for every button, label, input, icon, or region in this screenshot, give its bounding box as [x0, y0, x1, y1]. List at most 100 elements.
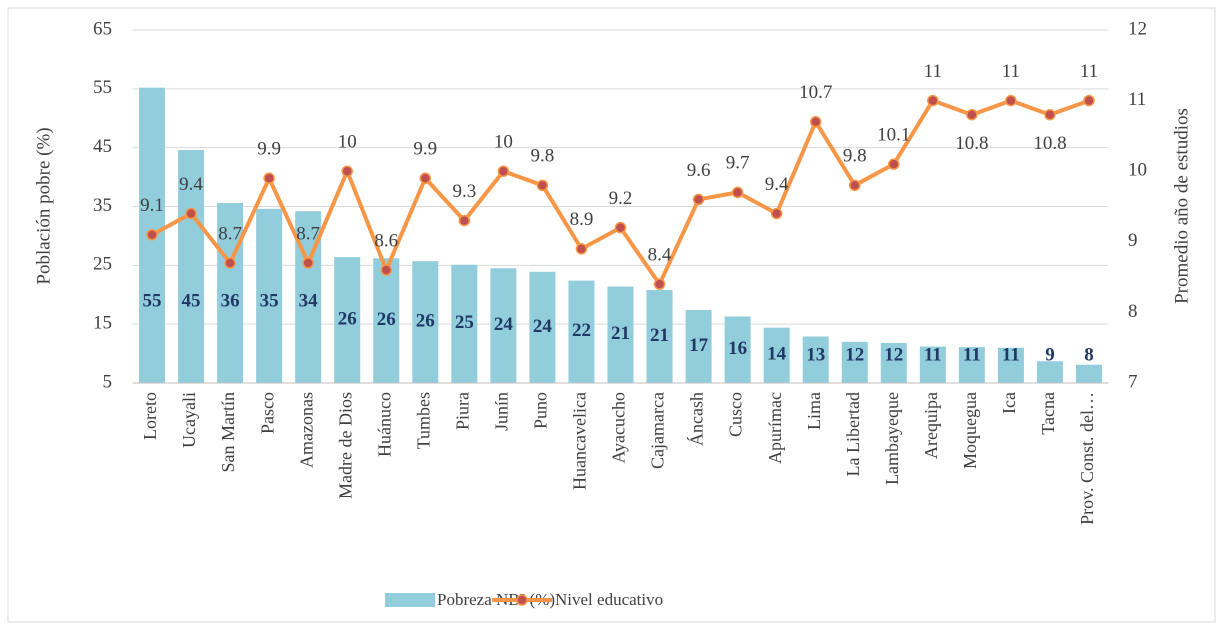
line-data-label: 8.6 — [374, 230, 398, 251]
y-tick-label: 5 — [103, 371, 113, 392]
bar — [1036, 361, 1063, 383]
bar-data-label: 26 — [416, 310, 435, 331]
x-tick-label: Loreto — [140, 392, 160, 440]
line-data-label: 9.6 — [687, 160, 711, 181]
x-tick-label: Junín — [492, 392, 512, 431]
bar — [373, 258, 400, 383]
x-tick-label: Apurímac — [765, 392, 785, 464]
line-data-label: 9.9 — [413, 139, 437, 160]
line-marker — [224, 257, 236, 269]
y2-tick-label: 10 — [1128, 160, 1147, 181]
line-marker — [263, 172, 275, 185]
line-marker — [146, 228, 158, 241]
bar-data-label: 35 — [260, 290, 279, 311]
bar — [490, 268, 517, 383]
x-tick-label: Pasco — [257, 392, 277, 434]
bar — [607, 286, 634, 383]
line-marker — [575, 243, 588, 255]
line-data-label: 9.8 — [843, 146, 867, 167]
line-marker — [731, 186, 744, 199]
bar — [334, 257, 361, 383]
bar — [919, 346, 946, 383]
bar — [178, 150, 205, 383]
x-tick-label: Huánuco — [374, 392, 394, 457]
line-data-label: 8.7 — [218, 223, 242, 244]
line-marker — [380, 264, 393, 276]
line-data-label: 10 — [338, 132, 357, 153]
bar-data-label: 16 — [728, 338, 747, 359]
bar — [1075, 364, 1102, 383]
line-marker — [1005, 94, 1017, 107]
bar — [451, 264, 478, 383]
x-tick-label: Huancavelica — [570, 392, 590, 490]
line-data-label: 10.7 — [799, 82, 832, 103]
x-tick-label: Lambayeque — [882, 392, 902, 485]
line-marker — [927, 94, 939, 107]
bar — [412, 261, 439, 383]
bar-data-label: 36 — [221, 290, 240, 311]
line-data-label: 9.7 — [726, 153, 750, 174]
x-tick-label: Piura — [452, 392, 472, 430]
line-marker — [419, 172, 432, 185]
bar-data-label: 11 — [1002, 344, 1020, 365]
line-data-label: 9.3 — [452, 181, 476, 202]
bar-data-label: 22 — [572, 320, 591, 341]
y-axis-title: Población pobre (%) — [33, 127, 54, 284]
x-tick-label: Ayacucho — [609, 392, 629, 463]
line-data-label: 9.4 — [179, 174, 203, 195]
line-marker — [848, 179, 861, 192]
line-data-label: 11 — [1080, 61, 1098, 82]
x-tick-label: Arequipa — [921, 392, 941, 459]
line-marker — [966, 108, 978, 121]
line-marker — [770, 207, 783, 220]
bar — [841, 341, 868, 383]
bar-data-label: 21 — [611, 323, 630, 344]
bar-data-label: 14 — [767, 344, 787, 365]
bar — [802, 336, 829, 383]
line-marker — [1083, 94, 1095, 107]
y-tick-label: 65 — [93, 18, 112, 39]
x-tick-label: Madre de Dios — [335, 392, 355, 499]
line-marker — [536, 179, 549, 192]
line-data-label: 11 — [924, 61, 942, 82]
bar-data-label: 8 — [1084, 344, 1094, 365]
x-tick-label: Amazonas — [296, 392, 316, 468]
line-marker — [497, 165, 510, 177]
y-tick-label: 25 — [93, 254, 112, 275]
bar — [568, 280, 595, 383]
bar — [958, 347, 985, 383]
y2-tick-label: 9 — [1128, 230, 1138, 251]
line-data-label: 10.1 — [877, 124, 910, 145]
x-tick-label: Áncash — [686, 392, 707, 446]
bar — [724, 316, 751, 383]
x-tick-label: Tacna — [1038, 392, 1058, 435]
line-data-label: 9.8 — [531, 146, 555, 167]
bar — [880, 342, 907, 383]
line-marker — [341, 165, 353, 177]
line-marker — [302, 257, 314, 269]
x-tick-label: Cusco — [726, 392, 746, 437]
bar-data-label: 11 — [924, 344, 942, 365]
bar-data-label: 55 — [143, 290, 162, 311]
x-tick-label: Cajamarca — [648, 392, 668, 469]
x-tick-label: Tumbes — [413, 392, 433, 449]
bar-data-label: 24 — [494, 314, 514, 335]
bar — [763, 327, 790, 383]
x-tick-label: San Martín — [218, 392, 238, 473]
bar-data-label: 34 — [299, 290, 319, 311]
bar-data-label: 24 — [533, 316, 553, 337]
line-data-label: 8.4 — [648, 245, 672, 266]
line-marker — [458, 214, 471, 227]
x-tick-label: Ucayali — [179, 392, 199, 448]
line-data-label: 9.2 — [609, 188, 633, 209]
bar-data-label: 26 — [338, 308, 357, 329]
line-data-label: 11 — [1002, 61, 1020, 82]
y-tick-label: 15 — [93, 313, 112, 334]
bar-data-label: 12 — [884, 344, 903, 365]
bar — [217, 202, 244, 383]
bar-data-label: 12 — [845, 344, 864, 365]
x-tick-label: Prov. Const. del… — [1077, 392, 1097, 525]
bar-data-label: 13 — [806, 344, 825, 365]
y2-tick-label: 8 — [1128, 301, 1138, 322]
line-data-label: 8.9 — [570, 209, 594, 230]
